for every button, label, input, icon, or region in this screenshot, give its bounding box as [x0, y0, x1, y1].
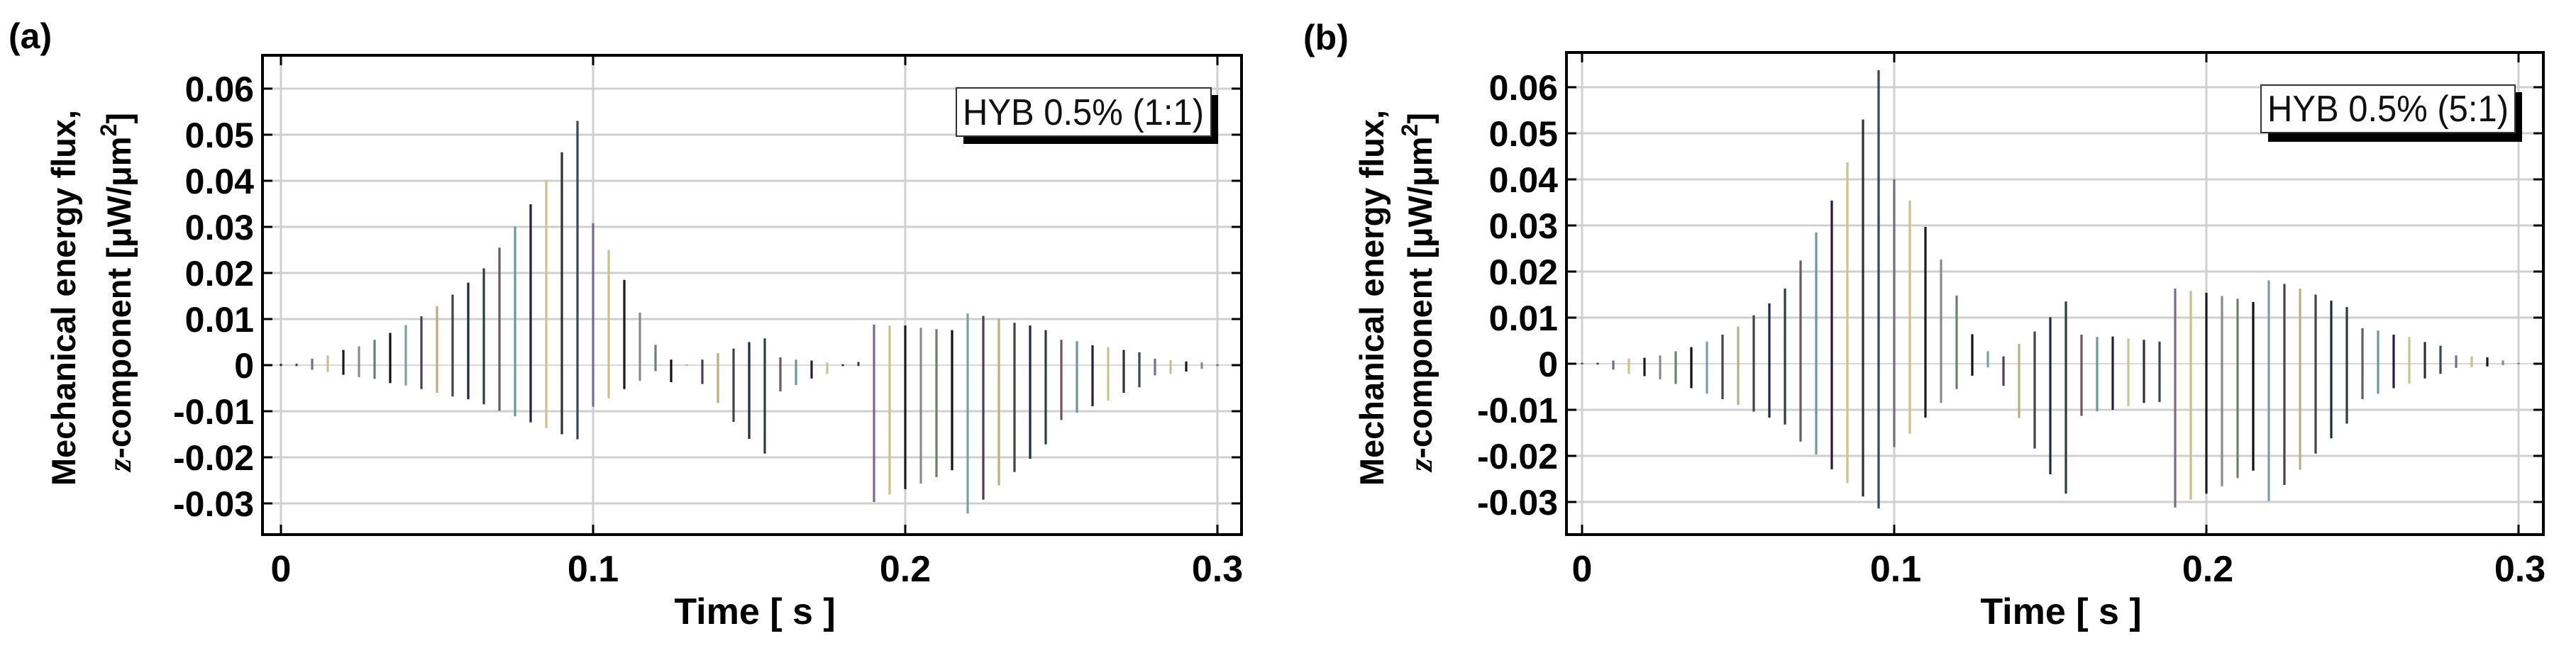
y-tick-label: 0.02	[1489, 252, 1558, 292]
y-axis-label-line2: z-component [μW/μm2]	[1397, 113, 1439, 473]
legend-box	[2260, 84, 2516, 133]
y-tick-label: 0.04	[185, 162, 255, 201]
y-axis-label-close-bracket: ]	[100, 113, 138, 124]
y-tick-label: 0.06	[1489, 68, 1558, 108]
y-axis-label: Mechanical energy flux,	[45, 110, 82, 486]
legend-box	[956, 87, 1212, 137]
y-tick-label: -0.03	[173, 484, 254, 524]
y-tick-label: -0.02	[1477, 437, 1558, 476]
y-axis-label-italic-z: z	[1403, 458, 1439, 473]
y-axis-label-superscript: 2	[96, 124, 121, 137]
x-tick-label: 0.2	[2182, 549, 2233, 590]
x-tick-label: 0	[1572, 549, 1593, 590]
y-tick-labels: 0.06 0.05 0.04 0.03 0.02 0.01 0 -0.01 -0…	[173, 69, 254, 524]
panel-a-label: (a)	[9, 16, 52, 56]
panel-a: (a) Mechanical energy flux, z-component …	[9, 16, 1243, 632]
x-tick-label: 0.3	[1192, 549, 1243, 590]
y-tick-label: 0.01	[185, 300, 254, 340]
y-axis-label-line2: z-component [μW/μm2]	[96, 113, 138, 473]
y-tick-labels: 0.06 0.05 0.04 0.03 0.02 0.01 0 -0.01 -0…	[1477, 68, 1558, 523]
x-axis-label: Time [ s ]	[1980, 591, 2141, 632]
x-tick-label: 0.1	[1870, 549, 1921, 590]
y-tick-label: 0.05	[1489, 114, 1558, 154]
y-tick-label: -0.01	[173, 392, 254, 432]
legend: HYB 0.5% (1:1)	[956, 87, 1218, 144]
x-tick-label: 0.3	[2494, 549, 2545, 590]
panel-b: (b) Mechanical energy flux, z-component …	[1303, 18, 2545, 632]
y-tick-label: 0.03	[185, 208, 254, 247]
x-tick-labels: 0 0.1 0.2 0.3	[1572, 549, 2546, 590]
y-tick-label: -0.03	[1477, 483, 1558, 523]
y-tick-label: 0.01	[1489, 298, 1558, 338]
y-axis-label-close-bracket: ]	[1401, 113, 1439, 124]
x-tick-label: 0.2	[880, 549, 931, 590]
y-axis-label-line1: Mechanical energy flux,	[45, 110, 82, 486]
y-tick-label: 0	[234, 346, 254, 386]
legend: HYB 0.5% (5:1)	[2260, 84, 2522, 142]
svg-text:z-component [μW/μm2]: z-component [μW/μm2]	[96, 113, 138, 473]
y-axis-label-units: -component [μW/μm	[100, 136, 138, 458]
y-tick-label: 0.06	[185, 69, 254, 109]
x-tick-label: 0.1	[568, 549, 619, 590]
y-axis-label-line1: Mechanical energy flux,	[1353, 110, 1391, 486]
y-tick-label: -0.02	[173, 438, 254, 478]
plot-area	[261, 54, 1243, 536]
axes-frame	[261, 54, 1243, 536]
y-axis-label-superscript: 2	[1397, 124, 1422, 137]
y-axis-label-units: -component [μW/μm	[1401, 136, 1439, 458]
y-tick-label: -0.01	[1477, 391, 1558, 430]
x-axis-label: Time [ s ]	[674, 591, 835, 632]
axes-frame	[1565, 51, 2545, 536]
panel-b-label: (b)	[1303, 18, 1349, 57]
y-tick-label: 0	[1538, 345, 1558, 384]
y-axis-label: Mechanical energy flux,	[1353, 110, 1391, 486]
x-tick-label: 0	[271, 549, 292, 590]
svg-text:z-component [μW/μm2]: z-component [μW/μm2]	[1397, 113, 1439, 473]
y-tick-label: 0.02	[185, 254, 254, 294]
y-axis-label-italic-z: z	[101, 458, 138, 473]
y-tick-label: 0.04	[1489, 160, 1559, 200]
legend-label: HYB 0.5% (5:1)	[2267, 89, 2509, 130]
x-tick-labels: 0 0.1 0.2 0.3	[271, 549, 1244, 590]
legend-label: HYB 0.5% (1:1)	[963, 92, 1204, 133]
y-tick-label: 0.03	[1489, 206, 1558, 246]
y-tick-label: 0.05	[185, 116, 254, 155]
